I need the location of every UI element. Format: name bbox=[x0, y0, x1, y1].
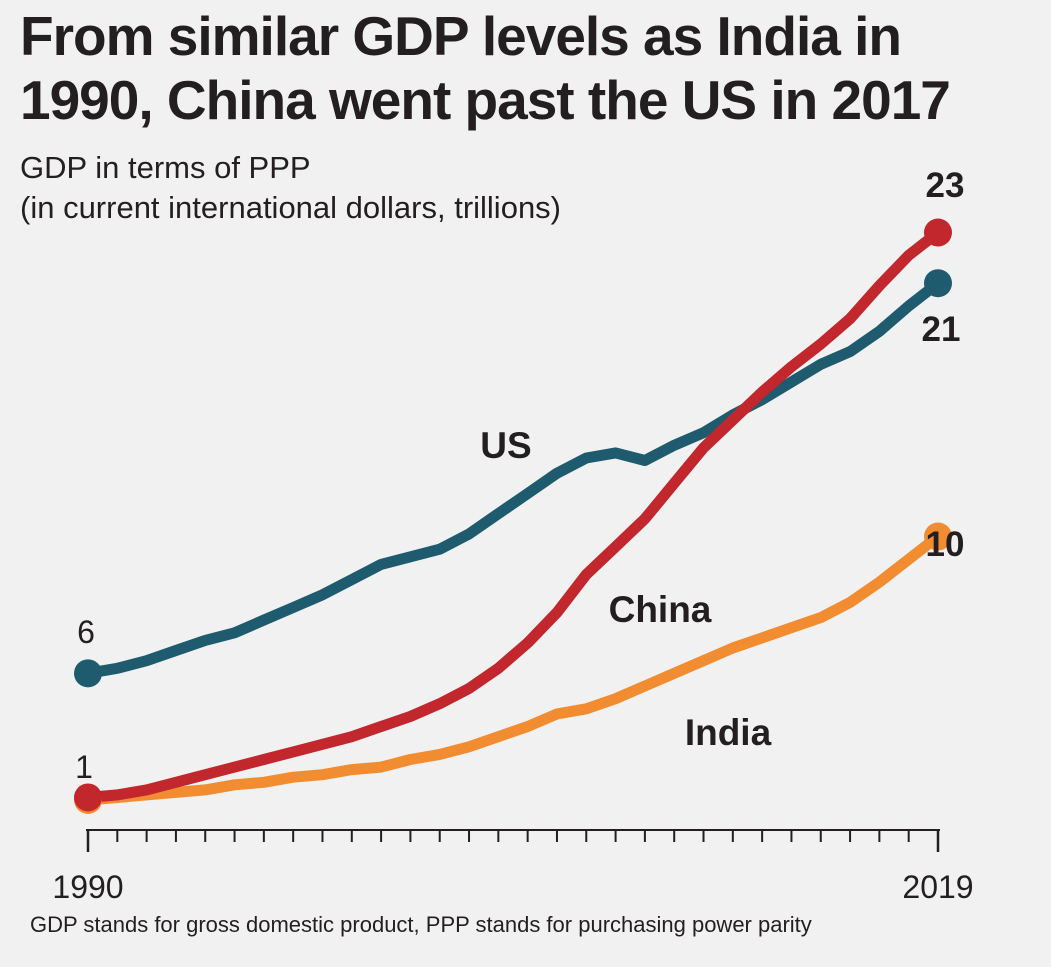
x-axis: 1990 2019 bbox=[52, 829, 974, 900]
china-end-value-label: 23 bbox=[926, 166, 965, 205]
us-line bbox=[82, 277, 944, 679]
x-tick-label-end: 2019 bbox=[902, 869, 973, 900]
india-end-value-label: 10 bbox=[926, 525, 965, 564]
x-tick-label-start: 1990 bbox=[52, 869, 123, 900]
us-series-label: US bbox=[480, 425, 531, 466]
india-end-point bbox=[924, 522, 952, 551]
india-line bbox=[82, 531, 944, 806]
annotation-labels: US China India 6 1 23 21 10 bbox=[75, 166, 964, 785]
series-lines bbox=[74, 218, 952, 814]
x-axis-ticks bbox=[86, 830, 940, 852]
chart-subtitle: GDP in terms of PPP (in current internat… bbox=[20, 148, 820, 228]
chart-title: From similar GDP levels as India in 1990… bbox=[20, 5, 951, 131]
subtitle-line-2: (in current international dollars, trill… bbox=[20, 190, 562, 225]
subtitle-line-1: GDP in terms of PPP bbox=[20, 150, 311, 185]
us-end-value-label: 21 bbox=[922, 310, 961, 349]
china-line bbox=[82, 227, 944, 803]
china-india-start-value-label: 1 bbox=[75, 749, 93, 785]
china-series-label: China bbox=[609, 589, 712, 630]
china-end-point bbox=[924, 218, 952, 247]
us-start-value-label: 6 bbox=[77, 614, 95, 650]
china-start-point bbox=[74, 783, 102, 812]
us-end-point bbox=[924, 269, 952, 298]
chart-footnote: GDP stands for gross domestic product, P… bbox=[30, 912, 812, 937]
india-series-label: India bbox=[685, 712, 772, 753]
us-start-point bbox=[74, 659, 102, 688]
line-chart: 1990 2019 US China India 6 1 23 21 10 bbox=[52, 166, 974, 900]
